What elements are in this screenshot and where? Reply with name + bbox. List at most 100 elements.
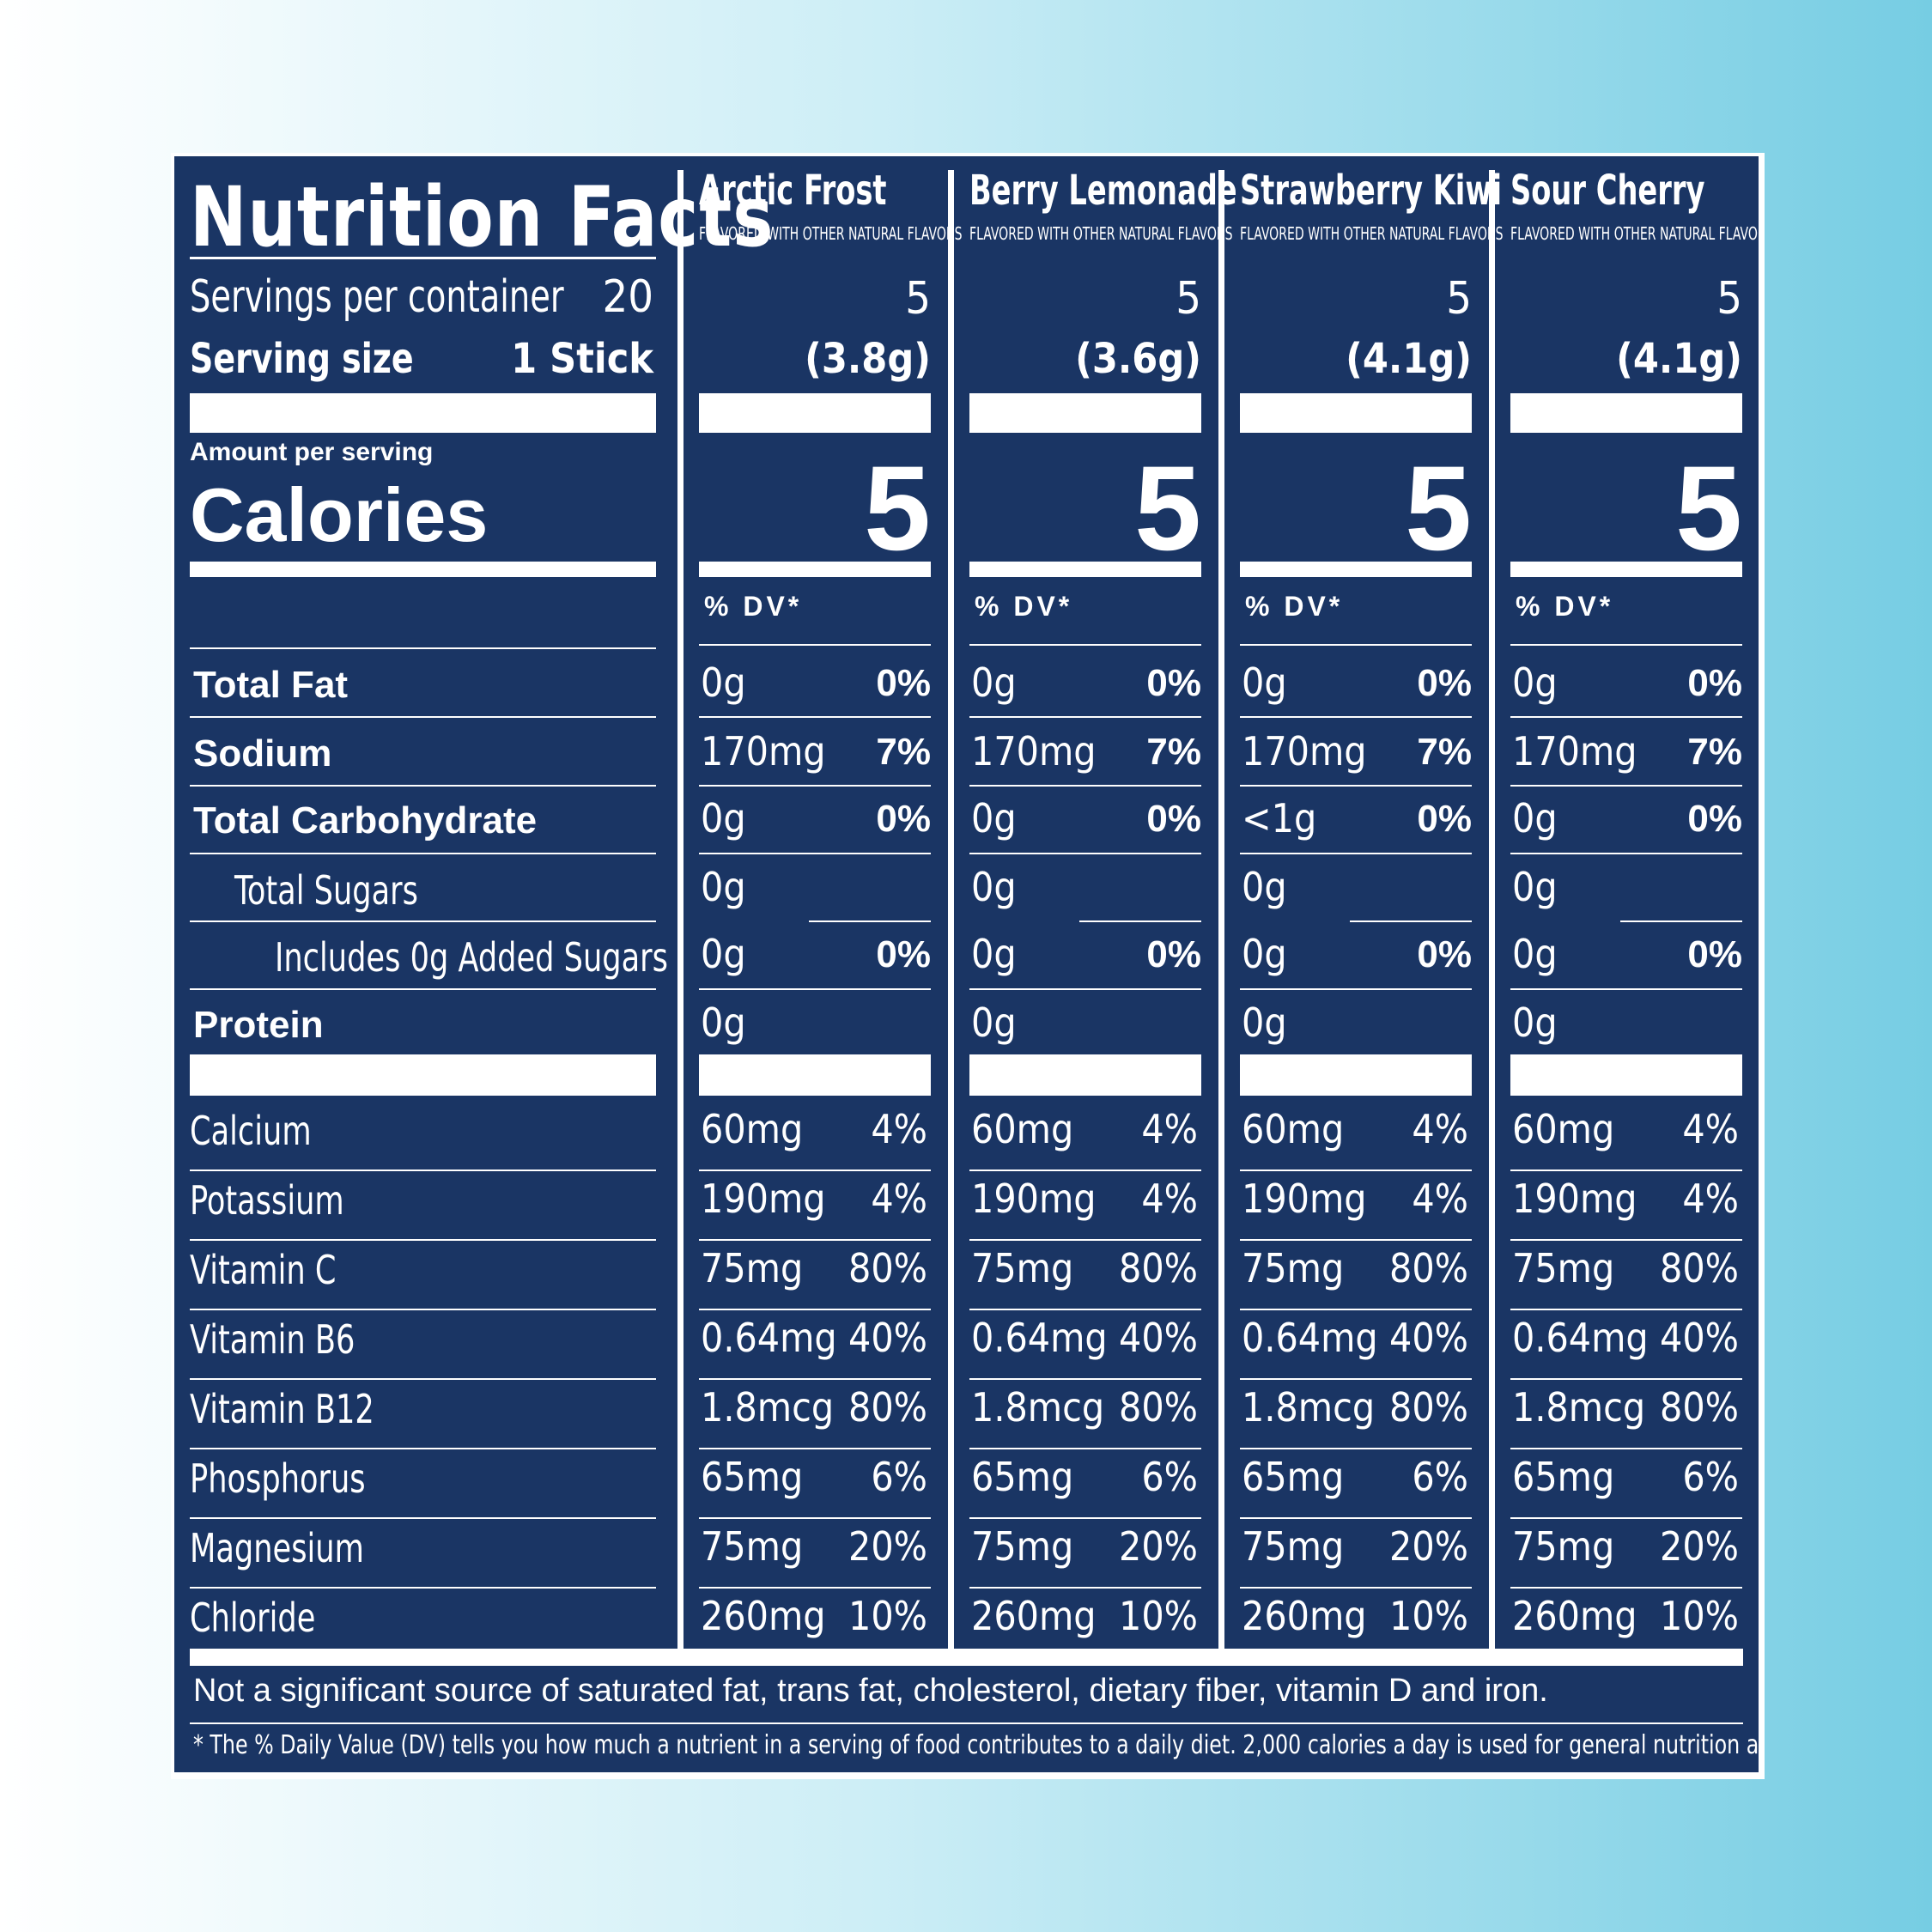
nutrient-name: Vitamin B12 xyxy=(190,1386,374,1432)
nutrient-dv: 10% xyxy=(1389,1593,1468,1639)
nutrient-amount: 75mg xyxy=(701,1523,804,1570)
row-rule xyxy=(190,785,656,787)
row-rule xyxy=(969,1517,1201,1519)
dv-header-rule xyxy=(969,644,1201,646)
row-rule xyxy=(1510,988,1742,990)
dv-header-rule xyxy=(1240,644,1472,646)
nutrient-amount: 260mg xyxy=(1512,1593,1637,1639)
column-serving-size: (3.6g) xyxy=(1075,335,1201,383)
nutrient-dv: 80% xyxy=(1389,1384,1468,1431)
title-rule xyxy=(190,257,656,259)
nutrient-amount: 170mg xyxy=(1512,728,1637,775)
row-rule xyxy=(1240,1309,1472,1310)
column-serving-size: (4.1g) xyxy=(1346,335,1472,383)
column-calories: 5 xyxy=(864,440,931,575)
nutrient-name: Protein xyxy=(193,1004,324,1046)
column-separator xyxy=(1218,170,1224,1649)
row-rule xyxy=(1510,1448,1742,1449)
nutrient-amount: 75mg xyxy=(1242,1245,1345,1291)
row-rule xyxy=(699,1587,931,1589)
nutrient-dv: 0% xyxy=(1417,933,1472,975)
nutrient-amount: 260mg xyxy=(971,1593,1097,1639)
column-servings: 5 xyxy=(1716,273,1742,325)
nutrient-dv: 4% xyxy=(1412,1106,1468,1152)
nutrient-amount: 0.64mg xyxy=(1512,1315,1649,1361)
thick-rule-middle xyxy=(190,1054,656,1096)
nutrient-name: Magnesium xyxy=(190,1525,364,1571)
row-rule xyxy=(1620,920,1742,922)
calories-rule xyxy=(1510,562,1742,577)
row-rule xyxy=(699,1517,931,1519)
row-rule xyxy=(1510,1309,1742,1310)
row-rule xyxy=(1240,785,1472,787)
nutrient-dv: 80% xyxy=(848,1245,927,1291)
nutrient-amount: 170mg xyxy=(971,728,1097,775)
nutrient-dv: 0% xyxy=(876,798,931,840)
flavor-name: Arctic Frost xyxy=(699,167,887,215)
nutrient-dv: 80% xyxy=(1660,1245,1739,1291)
column-separator xyxy=(677,170,683,1649)
nutrient-amount: 1.8mcg xyxy=(1512,1384,1646,1431)
row-rule xyxy=(190,1170,656,1171)
calories-rule xyxy=(699,562,931,577)
row-rule xyxy=(1510,1517,1742,1519)
row-rule xyxy=(1510,853,1742,854)
row-rule xyxy=(969,988,1201,990)
nutrient-dv: 4% xyxy=(871,1106,927,1152)
row-rule xyxy=(1240,716,1472,718)
nutrient-amount: 260mg xyxy=(701,1593,826,1639)
flavor-subtitle: FLAVORED WITH OTHER NATURAL FLAVORS xyxy=(969,223,1233,244)
row-rule xyxy=(190,716,656,718)
nutrient-amount: 0g xyxy=(1512,999,1558,1046)
nutrient-amount: 0g xyxy=(701,864,746,910)
nutrient-amount: 1.8mcg xyxy=(1242,1384,1376,1431)
row-rule xyxy=(1079,920,1201,922)
thick-rule-top xyxy=(699,393,931,433)
nutrient-dv: 20% xyxy=(1389,1523,1468,1570)
nutrient-dv: 20% xyxy=(1660,1523,1739,1570)
row-rule xyxy=(699,1448,931,1449)
row-rule xyxy=(969,1378,1201,1380)
nutrient-dv: 10% xyxy=(1119,1593,1198,1639)
row-rule xyxy=(1510,1587,1742,1589)
nutrient-amount: 65mg xyxy=(1512,1454,1615,1500)
dv-header: % DV* xyxy=(704,591,803,622)
servings-label: Servings per container xyxy=(190,271,564,323)
flavor-subtitle: FLAVORED WITH OTHER NATURAL FLAVORS xyxy=(699,223,963,244)
nutrient-amount: 75mg xyxy=(1512,1245,1615,1291)
row-rule xyxy=(699,785,931,787)
row-rule xyxy=(190,1448,656,1449)
nutrient-dv: 0% xyxy=(1146,662,1201,704)
nutrient-name: Includes 0g Added Sugars xyxy=(275,934,668,981)
column-separator xyxy=(948,170,954,1649)
row-rule xyxy=(1350,920,1472,922)
nutrient-dv: 40% xyxy=(1660,1315,1739,1361)
column-calories: 5 xyxy=(1675,440,1742,575)
row-rule xyxy=(969,785,1201,787)
nutrient-dv: 6% xyxy=(1412,1454,1468,1500)
nutrient-amount: 65mg xyxy=(701,1454,804,1500)
nutrient-amount: 60mg xyxy=(1242,1106,1345,1152)
flavor-subtitle: FLAVORED WITH OTHER NATURAL FLAVORS xyxy=(1510,223,1759,244)
nutrient-amount: 75mg xyxy=(1242,1523,1345,1570)
nutrient-amount: 0g xyxy=(1512,864,1558,910)
nutrient-dv: 4% xyxy=(1682,1106,1739,1152)
row-rule xyxy=(699,1378,931,1380)
nutrient-dv: 40% xyxy=(848,1315,927,1361)
nutrient-name: Phosphorus xyxy=(190,1455,366,1502)
nutrient-amount: 75mg xyxy=(701,1245,804,1291)
nutrient-dv: 4% xyxy=(1141,1106,1198,1152)
nutrient-amount: 65mg xyxy=(971,1454,1074,1500)
nutrient-name: Total Fat xyxy=(193,664,349,706)
nutrient-dv: 6% xyxy=(1682,1454,1739,1500)
nutrient-amount: 0g xyxy=(1242,999,1287,1046)
daily-value-footnote: * The % Daily Value (DV) tells you how m… xyxy=(193,1730,1759,1760)
dv-header-rule xyxy=(1510,644,1742,646)
row-rule xyxy=(1510,1170,1742,1171)
nutrient-amount: 65mg xyxy=(1242,1454,1345,1500)
nutrient-dv: 4% xyxy=(1141,1176,1198,1222)
row-rule xyxy=(1240,1378,1472,1380)
flavor-subtitle: FLAVORED WITH OTHER NATURAL FLAVORS xyxy=(1240,223,1504,244)
nutrient-amount: 75mg xyxy=(971,1523,1074,1570)
nutrient-dv: 80% xyxy=(1389,1245,1468,1291)
